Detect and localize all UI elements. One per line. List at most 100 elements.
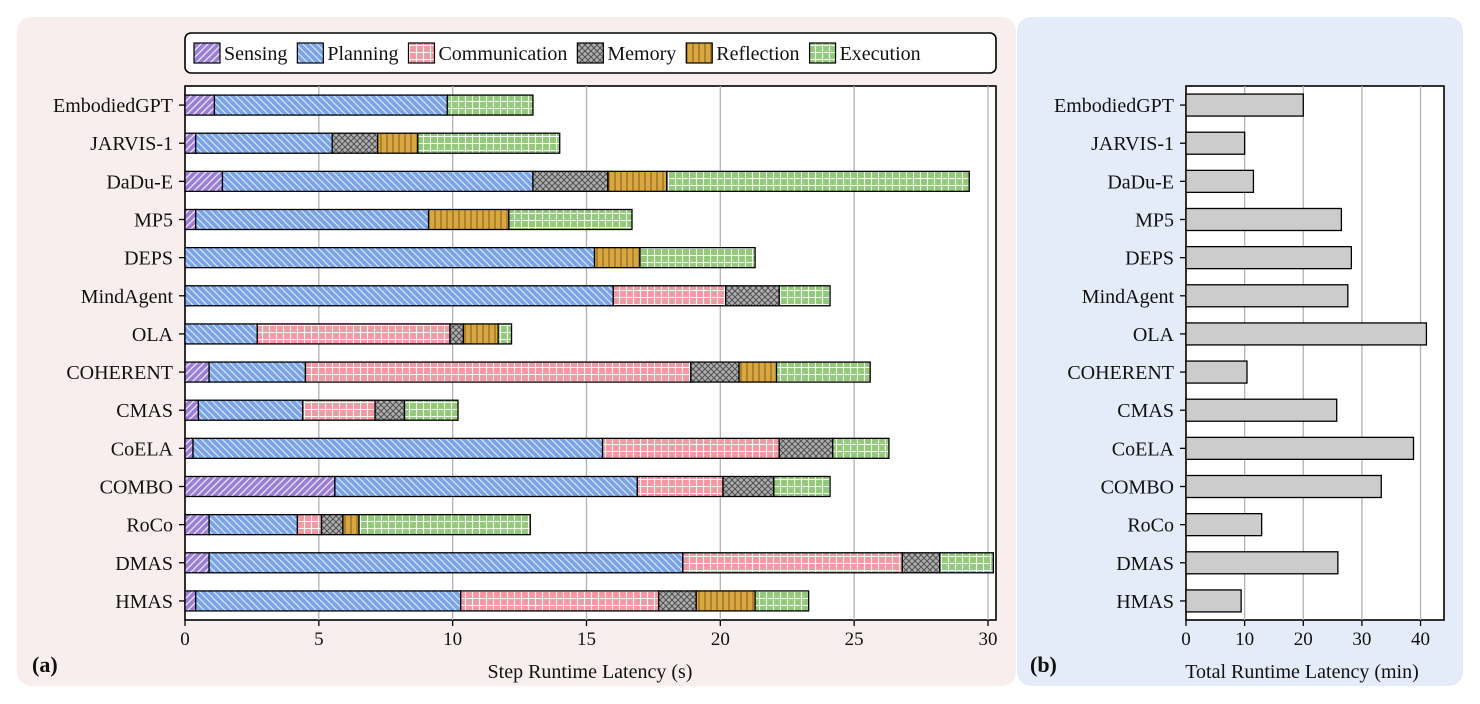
bar-coela-planning-hatch: [192, 437, 604, 460]
total-label-coela: CoELA: [1112, 438, 1175, 460]
category-label-coela: CoELA: [111, 438, 174, 460]
panel-label-b: (b): [1030, 652, 1057, 677]
bar-coherent-reflection-hatch: [738, 361, 778, 383]
bars-a: [184, 94, 994, 612]
bar-jarvis-1-planning-hatch: [195, 132, 333, 154]
x-tick-label-a: 30: [978, 629, 997, 650]
total-bar-hmas: [1185, 589, 1242, 613]
category-label-ola: OLA: [132, 324, 174, 346]
bar-combo-execution-hatch: [773, 475, 831, 498]
category-label-deps: DEPS: [124, 248, 173, 270]
total-bar-jarvis-1: [1185, 131, 1246, 155]
x-tick-label-b: 30: [1352, 629, 1371, 650]
total-label-hmas: HMAS: [1116, 591, 1174, 613]
bar-dmas-memory-hatch: [901, 552, 941, 574]
total-bar-dmas: [1185, 551, 1339, 575]
legend-swatch-hatch-planning: [296, 42, 324, 64]
total-bar-cmas: [1185, 398, 1338, 422]
total-label-dadu-e: DaDu-E: [1107, 171, 1174, 193]
bar-deps-planning-hatch: [184, 246, 596, 269]
bar-mindagent-planning-hatch: [184, 285, 614, 307]
bar-roco-planning-hatch: [208, 513, 299, 536]
bar-dmas-execution-hatch: [939, 552, 994, 574]
bar-hmas-memory-hatch: [658, 590, 697, 612]
bar-jarvis-1-sensing-hatch: [184, 132, 197, 154]
x-tick-label-a: 20: [711, 629, 730, 650]
x-tick-label-a: 0: [180, 629, 190, 650]
total-bar-mp5: [1185, 207, 1343, 232]
bar-ola-reflection-hatch: [462, 323, 499, 345]
bar-coherent-execution-hatch: [775, 361, 871, 383]
category-label-combo: COMBO: [100, 477, 173, 499]
legend-label-reflection: Reflection: [716, 43, 799, 65]
bar-combo-communication-hatch: [636, 475, 724, 498]
x-tick-label-a: 15: [577, 629, 596, 650]
bar-dadu-e-reflection-hatch: [607, 170, 668, 193]
bar-deps-reflection-hatch: [593, 246, 641, 269]
total-label-jarvis-1: JARVIS-1: [1091, 133, 1174, 155]
total-bar-ola: [1185, 322, 1428, 346]
bar-roco-sensing-hatch: [184, 513, 210, 536]
bar-jarvis-1-memory-hatch: [331, 132, 379, 154]
bar-mindagent-execution-hatch: [778, 285, 831, 307]
plot-area-b: [1185, 85, 1445, 621]
total-label-cmas: CMAS: [1117, 400, 1174, 422]
total-bar-coherent: [1185, 360, 1248, 384]
bar-coherent-sensing-hatch: [184, 361, 210, 383]
bar-jarvis-1-reflection-hatch: [377, 132, 419, 154]
bar-dadu-e-execution-hatch: [666, 170, 970, 193]
total-label-mindagent: MindAgent: [1082, 286, 1175, 308]
total-bar-dadu-e: [1185, 169, 1255, 194]
ticks-b: 0 10 20 30 40: [1181, 620, 1430, 650]
total-bar-embodiedgpt: [1185, 93, 1304, 117]
bar-mp5-sensing-hatch: [184, 208, 197, 231]
ticks-a: 0 5 10 15 20 25 30: [180, 620, 997, 650]
total-label-embodiedgpt: EmbodiedGPT: [1054, 95, 1174, 117]
total-bar-coela: [1185, 436, 1415, 461]
x-tick-label-b: 20: [1294, 629, 1313, 650]
category-label-hmas: HMAS: [115, 591, 173, 613]
x-tick-label-a: 10: [443, 629, 462, 650]
legend-swatch-hatch-memory: [576, 42, 604, 64]
bar-dmas-communication-hatch: [682, 552, 903, 574]
bar-dadu-e-sensing-hatch: [184, 170, 224, 193]
bar-cmas-memory-hatch: [374, 399, 406, 421]
bar-embodiedgpt-planning-hatch: [213, 94, 448, 116]
bar-ola-communication-hatch: [256, 323, 451, 345]
bar-roco-memory-hatch: [320, 513, 344, 536]
total-label-dmas: DMAS: [1116, 553, 1174, 575]
total-label-ola: OLA: [1133, 324, 1175, 346]
category-label-embodiedgpt: EmbodiedGPT: [53, 95, 173, 117]
bar-dadu-e-planning-hatch: [221, 170, 534, 193]
category-label-cmas: CMAS: [116, 400, 173, 422]
bar-roco-communication-hatch: [296, 513, 323, 536]
bar-cmas-planning-hatch: [197, 399, 304, 421]
bar-cmas-sensing-hatch: [184, 399, 200, 421]
bar-coela-sensing-hatch: [184, 437, 194, 460]
category-label-dadu-e: DaDu-E: [106, 171, 173, 193]
x-axis-label-b: Total Runtime Latency (min): [1185, 661, 1419, 683]
category-labels-a: EmbodiedGPT JARVIS-1 DaDu-E MP5 DEPS MindAgen…: [53, 95, 185, 613]
legend-label-planning: Planning: [327, 43, 398, 65]
bar-coela-memory-hatch: [778, 437, 834, 460]
legend-label-sensing: Sensing: [224, 43, 287, 65]
bar-hmas-execution-hatch: [754, 590, 810, 612]
bar-mindagent-memory-hatch: [725, 285, 780, 307]
plot-area-a: [184, 85, 997, 621]
bar-coela-execution-hatch: [832, 437, 890, 460]
x-axis-label-a: Step Runtime Latency (s): [488, 661, 693, 683]
x-tick-label-a: 25: [845, 629, 864, 650]
bar-dmas-sensing-hatch: [184, 552, 210, 574]
bar-embodiedgpt-execution-hatch: [446, 94, 534, 116]
bar-mp5-execution-hatch: [508, 208, 633, 231]
category-label-jarvis-1: JARVIS-1: [90, 133, 173, 155]
bar-jarvis-1-execution-hatch: [417, 132, 561, 154]
bar-roco-reflection-hatch: [342, 513, 360, 536]
bar-hmas-communication-hatch: [460, 590, 660, 612]
category-labels-b: EmbodiedGPT JARVIS-1 DaDu-E MP5 DEPS MindAgen…: [1054, 95, 1186, 613]
bar-ola-memory-hatch: [449, 323, 465, 345]
legend-swatch-hatch-sensing: [193, 42, 221, 64]
bar-dadu-e-memory-hatch: [532, 170, 609, 193]
legend: Sensing Planning Communication Memory Reflec…: [193, 42, 921, 65]
